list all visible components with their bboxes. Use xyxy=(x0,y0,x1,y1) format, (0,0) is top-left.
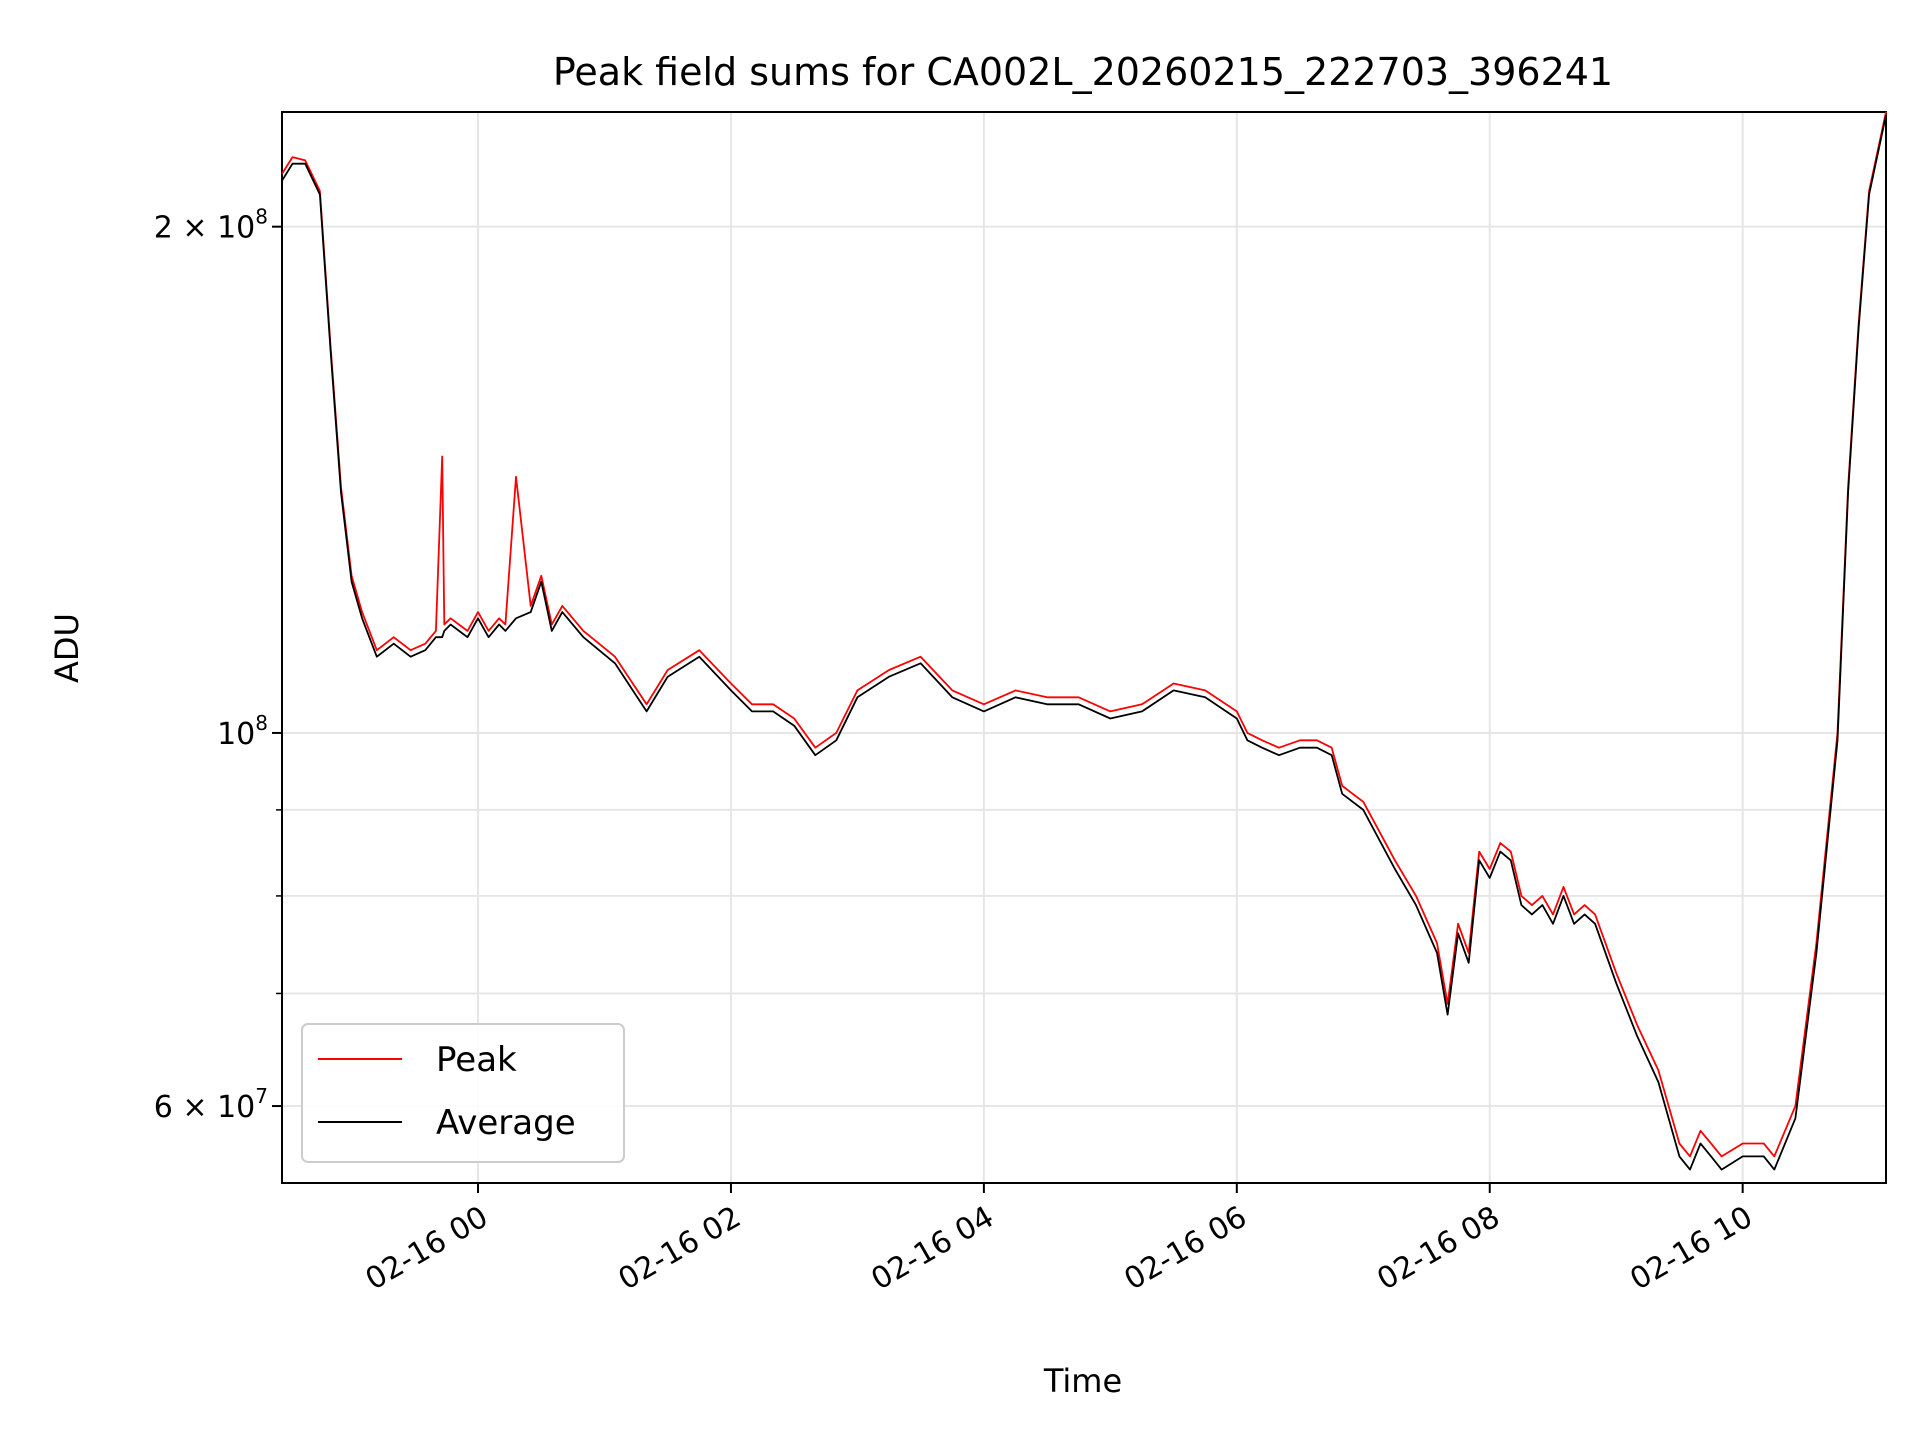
x-tick-label: 02-16 04 xyxy=(866,1200,1000,1298)
x-axis-label: Time xyxy=(1043,1362,1122,1400)
x-tick-label: 02-16 08 xyxy=(1371,1200,1505,1298)
legend: Peak Average xyxy=(301,1023,625,1163)
x-tick-label: 02-16 06 xyxy=(1118,1200,1252,1298)
legend-label-average: Average xyxy=(436,1103,576,1143)
series-line-peak xyxy=(281,111,1887,1158)
y-axis: 2 × 108 108 6 × 107 xyxy=(154,205,282,1125)
x-tick-label: 02-16 10 xyxy=(1624,1200,1758,1298)
y-axis-label: ADU xyxy=(48,613,86,683)
y-tick-label: 108 xyxy=(217,711,268,752)
x-axis: 02-16 00 02-16 02 02-16 04 02-16 06 02-16 08… xyxy=(360,1183,1759,1297)
series-lines xyxy=(281,111,1887,1171)
x-tick-label: 02-16 02 xyxy=(613,1200,747,1298)
legend-label-peak: Peak xyxy=(436,1040,517,1080)
y-tick-label: 2 × 108 xyxy=(154,205,268,246)
x-tick-label: 02-16 00 xyxy=(360,1200,494,1298)
y-tick-label: 6 × 107 xyxy=(154,1084,268,1125)
grid-lines xyxy=(282,112,1886,1183)
series-line-average xyxy=(281,114,1887,1171)
chart-title: Peak field sums for CA002L_20260215_2227… xyxy=(553,50,1613,94)
plot-area xyxy=(281,111,1887,1184)
plot-frame xyxy=(281,111,1887,1184)
